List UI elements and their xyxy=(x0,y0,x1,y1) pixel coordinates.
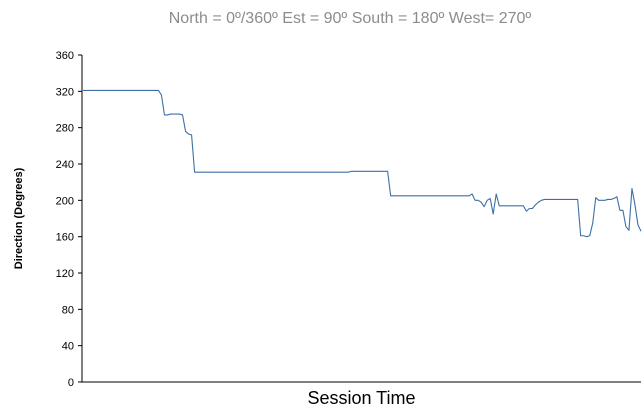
y-tick-label: 120 xyxy=(56,268,74,280)
series-group xyxy=(83,89,642,238)
y-tick-label: 200 xyxy=(56,195,74,207)
axes: 0 40 80 120 160 200 240 280 320 360 xyxy=(56,50,641,389)
chart-subtitle: North = 0º/360º Est = 90º South = 180º W… xyxy=(169,10,532,27)
y-tick-label: 40 xyxy=(62,341,74,353)
y-tick-label: 80 xyxy=(62,304,74,316)
direction-series-line xyxy=(83,89,642,238)
x-axis-title: Session Time xyxy=(307,388,415,408)
y-tick-label: 360 xyxy=(56,50,74,62)
y-tick-label: 320 xyxy=(56,86,74,98)
y-tick-label: 240 xyxy=(56,159,74,171)
y-tick-label: 160 xyxy=(56,232,74,244)
y-tick-label: 280 xyxy=(56,123,74,135)
y-tick-label: 0 xyxy=(68,377,74,389)
y-axis-title: Direction (Degrees) xyxy=(13,167,25,269)
